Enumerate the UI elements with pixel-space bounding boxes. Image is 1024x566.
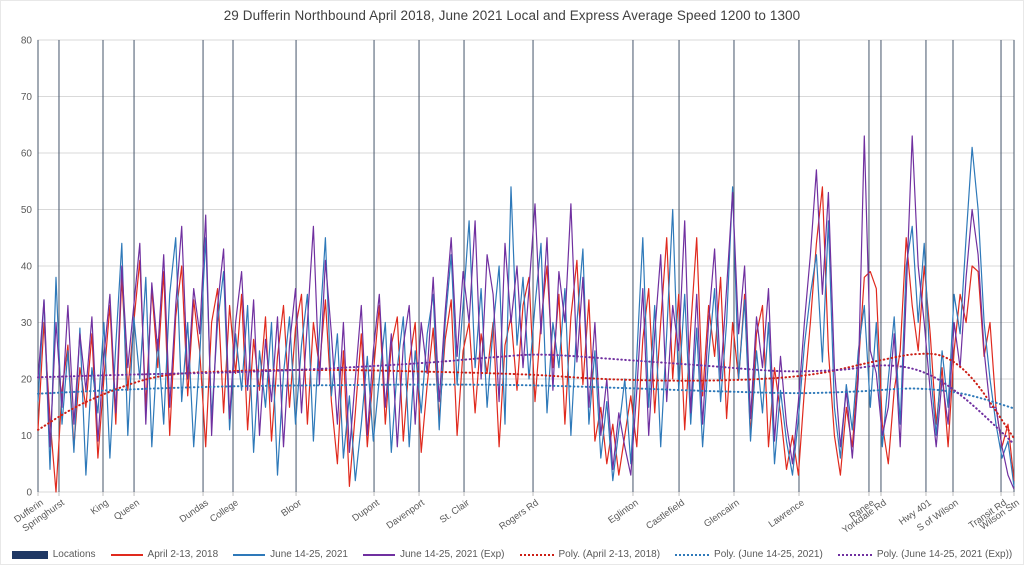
legend-marker-bar-icon <box>11 550 48 559</box>
legend-marker-line-icon <box>362 553 395 556</box>
legend-marker-dots-icon <box>519 553 554 556</box>
legend-item[interactable]: June 14-25, 2021 <box>233 549 348 560</box>
y-tick-label: 50 <box>21 205 33 216</box>
y-tick-label: 70 <box>21 92 33 103</box>
y-tick-label: 20 <box>21 375 33 386</box>
legend-label: Poly. (June 14-25, 2021 (Exp)) <box>876 549 1013 560</box>
chart-legend: Locations April 2-13, 2018 June 14-25, 202… <box>1 549 1023 560</box>
x-tick-label: Davenport <box>385 497 428 531</box>
legend-label: Poly. (April 2-13, 2018) <box>558 549 661 560</box>
legend-marker-line-icon <box>233 553 266 556</box>
x-tick-label: Lawrence <box>767 497 807 530</box>
legend-marker-dots-icon <box>837 553 872 556</box>
legend-item[interactable]: April 2-13, 2018 <box>110 549 219 560</box>
x-tick-label: St. Clair <box>438 497 472 525</box>
y-tick-label: 30 <box>21 318 33 329</box>
x-tick-label: Eglinton <box>606 497 640 526</box>
y-tick-label: 40 <box>21 262 33 273</box>
legend-item[interactable]: Poly. (April 2-13, 2018) <box>519 549 661 560</box>
x-tick-label: Glencairn <box>702 497 742 529</box>
legend-marker-line-icon <box>110 553 143 556</box>
x-tick-label: Dundas <box>178 497 211 525</box>
legend-label: April 2-13, 2018 <box>147 549 219 560</box>
legend-label: June 14-25, 2021 <box>270 549 348 560</box>
x-tick-label: College <box>208 497 241 524</box>
trend-line <box>37 352 1015 440</box>
trend-line <box>37 383 1015 410</box>
legend-label: Locations <box>52 549 96 560</box>
y-tick-label: 80 <box>21 36 33 47</box>
legend-item[interactable]: Poly. (June 14-25, 2021 (Exp)) <box>837 549 1013 560</box>
x-tick-label: Queen <box>112 497 142 522</box>
trend-line <box>37 353 1015 445</box>
y-tick-label: 60 <box>21 149 33 160</box>
y-tick-label: 10 <box>21 431 33 442</box>
legend-item[interactable]: Locations <box>11 549 96 560</box>
x-tick-label: Castlefield <box>644 497 687 531</box>
series-line <box>37 135 1015 490</box>
legend-label: Poly. (June 14-25, 2021) <box>714 549 823 560</box>
x-tick-label: Rogers Rd <box>497 497 541 532</box>
x-tick-label: Bloor <box>279 497 303 519</box>
legend-label: June 14-25, 2021 (Exp) <box>399 549 505 560</box>
chart-title: 29 Dufferin Northbound April 2018, June … <box>223 8 801 23</box>
legend-item[interactable]: June 14-25, 2021 (Exp) <box>362 549 505 560</box>
y-tick-label: 0 <box>26 488 32 499</box>
x-tick-label: Dupont <box>350 497 382 524</box>
legend-marker-dots-icon <box>675 553 710 556</box>
x-tick-label: King <box>89 497 111 517</box>
legend-item[interactable]: Poly. (June 14-25, 2021) <box>675 549 823 560</box>
